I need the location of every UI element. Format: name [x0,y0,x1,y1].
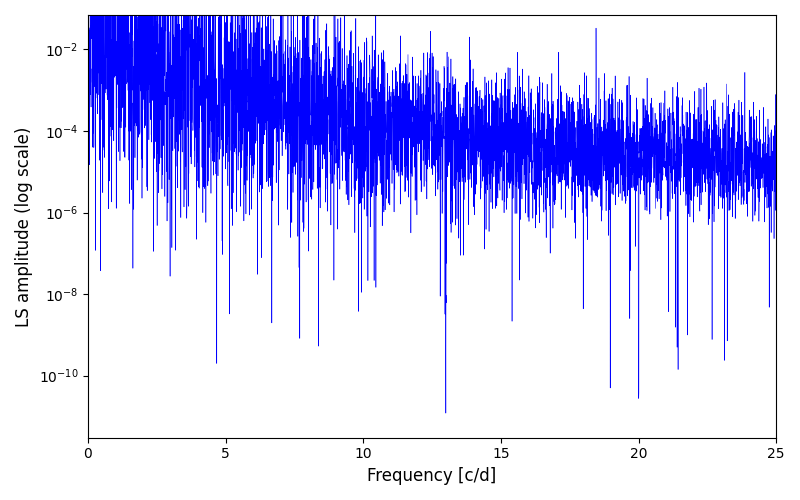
Y-axis label: LS amplitude (log scale): LS amplitude (log scale) [15,126,33,326]
X-axis label: Frequency [c/d]: Frequency [c/d] [367,467,497,485]
